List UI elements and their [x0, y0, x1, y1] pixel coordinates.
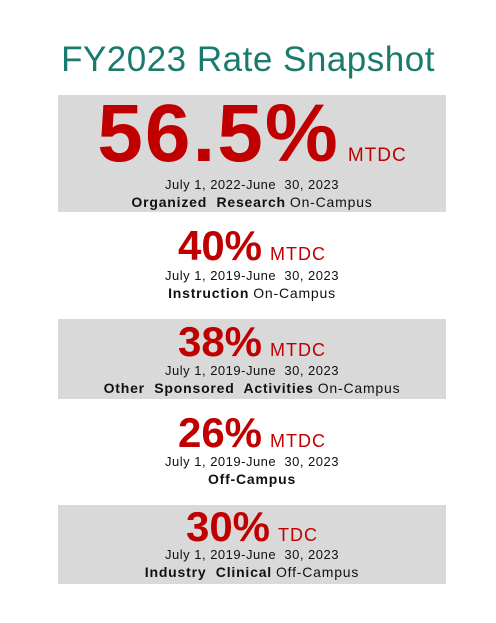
- rate-percent: 26%: [177, 409, 263, 456]
- rate-card-other-sponsored-activities: 38% MTDC July 1, 2019-June 30, 2023 Other…: [58, 319, 446, 399]
- rate-location: On-Campus: [253, 285, 336, 301]
- rate-percent: 30%: [185, 503, 271, 550]
- page-title: FY2023 Rate Snapshot: [61, 40, 435, 79]
- rate-category: Organized Research: [131, 194, 286, 210]
- rate-category: Instruction: [168, 285, 250, 301]
- rate-category: Industry Clinical: [144, 564, 272, 580]
- rate-location: On-Campus: [317, 380, 401, 396]
- rate-base: MTDC: [270, 431, 327, 451]
- rate-period: July 1, 2022-June 30, 2023: [165, 177, 339, 192]
- rate-description: Instruction On-Campus: [58, 284, 446, 302]
- rate-card-industry-clinical: 30% TDC July 1, 2019-June 30, 2023 Indust…: [58, 505, 446, 584]
- rate-description: Off-Campus: [58, 470, 446, 488]
- rate-description: Other Sponsored Activities On-Campus: [58, 379, 446, 397]
- rate-base: MTDC: [347, 145, 407, 166]
- rate-period: July 1, 2019-June 30, 2023: [165, 454, 339, 469]
- rate-card-organized-research: 56.5% MTDC July 1, 2022-June 30, 2023 Org…: [58, 93, 446, 212]
- rate-base: MTDC: [270, 340, 327, 360]
- rate-base: TDC: [278, 525, 319, 545]
- rate-category: Other Sponsored Activities: [103, 380, 314, 396]
- rate-percent: 40%: [177, 222, 263, 269]
- rate-percent: 38%: [177, 318, 263, 365]
- rate-description: Organized Research On-Campus: [58, 193, 446, 211]
- rate-description: Industry Clinical Off-Campus: [58, 563, 446, 581]
- rate-category: Off-Campus: [207, 471, 297, 487]
- rate-period: July 1, 2019-June 30, 2023: [165, 268, 339, 283]
- rate-location: On-Campus: [289, 194, 373, 210]
- rate-location: Off-Campus: [275, 564, 360, 580]
- rate-card-instruction: 40% MTDC July 1, 2019-June 30, 2023 Instr…: [58, 224, 446, 306]
- rate-percent: 56.5%: [97, 88, 340, 179]
- rate-period: July 1, 2019-June 30, 2023: [165, 547, 339, 562]
- rate-card-off-campus: 26% MTDC July 1, 2019-June 30, 2023 Off-C…: [58, 410, 446, 492]
- rate-period: July 1, 2019-June 30, 2023: [165, 363, 339, 378]
- rate-base: MTDC: [270, 244, 327, 264]
